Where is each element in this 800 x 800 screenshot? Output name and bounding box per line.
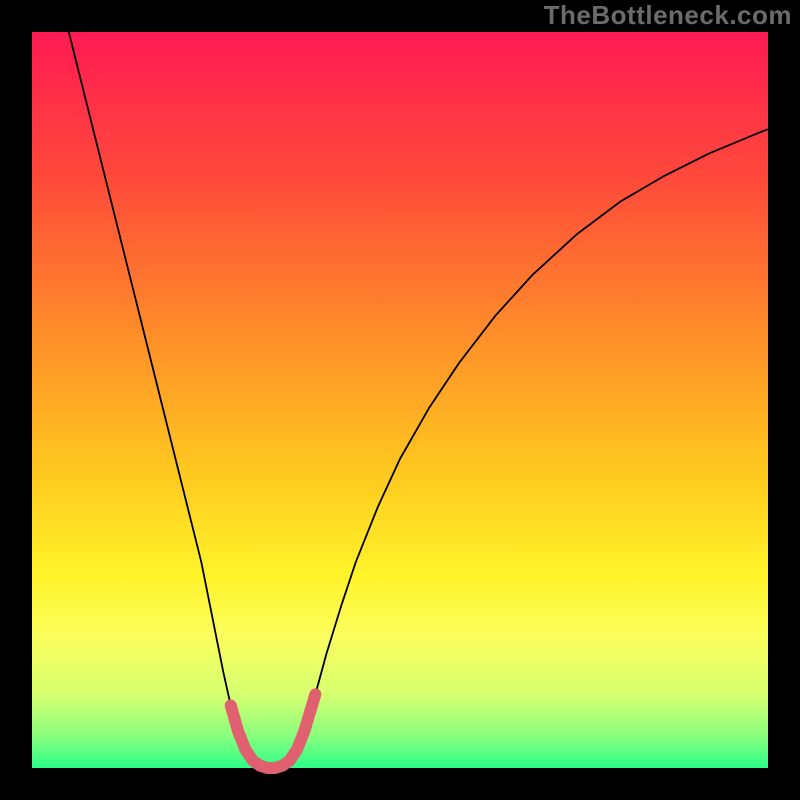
watermark-text: TheBottleneck.com [544,0,792,31]
chart-gradient-bg [32,32,768,768]
bottleneck-chart [0,0,800,800]
chart-container: TheBottleneck.com [0,0,800,800]
